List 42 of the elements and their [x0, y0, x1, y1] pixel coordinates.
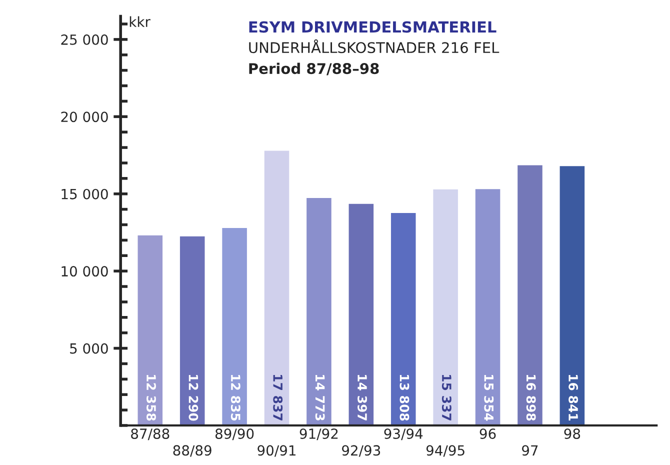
bar — [178, 235, 206, 426]
bar — [516, 164, 544, 426]
x-tick-label: 98 — [564, 428, 580, 440]
data-label: 13 808 — [400, 374, 410, 421]
bar — [432, 188, 460, 426]
data-label: 16 841 — [568, 374, 578, 421]
x-tick-label: 97 — [522, 445, 538, 456]
chart-title: ESYM DRIVMEDELSMATERIEL — [249, 21, 496, 33]
bar — [262, 149, 291, 426]
bar — [558, 164, 586, 426]
bar — [474, 188, 502, 426]
y-tick-label: 5 000 — [70, 343, 108, 354]
x-tick-label: 90/91 — [258, 445, 296, 457]
y-tick-label: 20 000 — [61, 112, 108, 122]
x-tick-label: 88/89 — [173, 445, 212, 457]
x-tick-label: 93/94 — [384, 428, 423, 440]
data-label: 14 397 — [358, 374, 367, 420]
x-tick-label: 91/92 — [300, 428, 338, 440]
bar — [305, 196, 333, 426]
data-label: 12 835 — [230, 374, 240, 421]
data-label: 12 290 — [188, 374, 198, 421]
x-tick-label: 92/93 — [342, 445, 380, 457]
x-tick-label: 96 — [480, 428, 496, 440]
data-label: 15 337 — [442, 374, 452, 420]
text: UNDERHÅLLSKOSTNADER 216 FEL — [249, 39, 500, 54]
y-tick-label: 10 000 — [62, 266, 108, 277]
x-tick-label: 89/90 — [215, 428, 254, 440]
y-tick-label: 25 000 — [61, 34, 108, 45]
data-label: 12 358 — [146, 374, 156, 421]
bar — [220, 226, 248, 426]
y-axis-title: kkr — [130, 16, 150, 27]
data-label: 14 773 — [315, 374, 325, 420]
y-tick-label: 15 000 — [62, 188, 108, 200]
annotation: Period 87/88–98 — [249, 62, 379, 76]
data-label: 16 898 — [526, 374, 536, 421]
x-tick-label: 87/88 — [131, 428, 170, 440]
data-label: 17 837 — [273, 374, 283, 420]
bar — [390, 212, 418, 426]
bar — [347, 202, 375, 426]
data-label: 15 354 — [484, 374, 494, 421]
x-tick-label: 94/95 — [426, 445, 464, 457]
bar — [136, 234, 164, 426]
